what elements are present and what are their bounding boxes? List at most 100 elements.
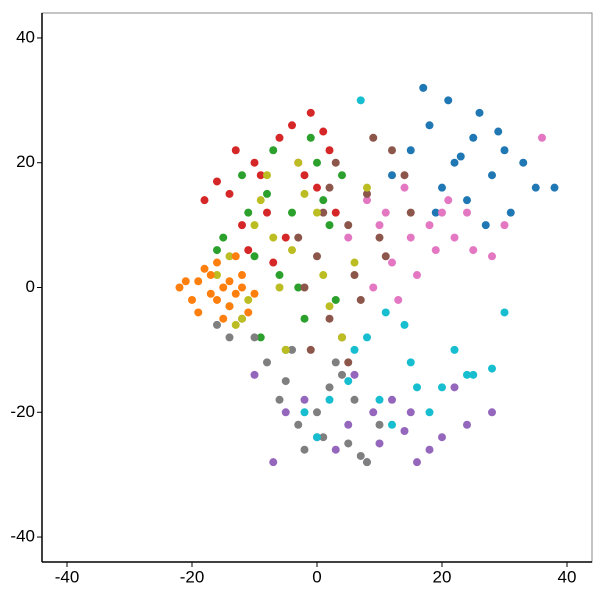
point (244, 308, 253, 317)
x-tick-label: 20 (433, 567, 452, 586)
y-tick-label: -20 (10, 402, 35, 421)
point (375, 221, 384, 230)
point (213, 258, 221, 267)
point (275, 395, 284, 404)
point (425, 445, 434, 454)
point (325, 183, 334, 192)
point (319, 127, 328, 136)
point (300, 445, 309, 454)
point (444, 96, 453, 105)
point (213, 246, 221, 255)
point (294, 420, 303, 429)
point (325, 302, 334, 311)
point (488, 171, 496, 180)
point (206, 271, 215, 280)
point (250, 252, 259, 261)
point (269, 458, 278, 467)
point (313, 183, 321, 192)
point (325, 314, 334, 323)
point (406, 146, 415, 155)
point (288, 208, 296, 217)
point (356, 451, 365, 460)
point (444, 196, 453, 205)
point (363, 333, 371, 342)
point (381, 208, 390, 217)
point (506, 208, 515, 217)
point (275, 133, 284, 142)
point (425, 408, 434, 417)
point (369, 408, 378, 417)
point (344, 358, 353, 367)
point (319, 433, 328, 442)
point (388, 420, 396, 429)
point (425, 221, 434, 230)
x-tick-label: 0 (312, 567, 321, 586)
point (263, 189, 271, 198)
point (500, 146, 509, 155)
point (369, 283, 378, 292)
point (400, 183, 409, 192)
point (313, 433, 321, 442)
point (281, 233, 290, 242)
point (388, 258, 396, 267)
point (213, 271, 221, 280)
point (338, 370, 346, 379)
point (256, 333, 265, 342)
point (350, 370, 359, 379)
point (456, 152, 465, 161)
x-tick-label: -20 (180, 567, 205, 586)
point (413, 458, 421, 467)
point (450, 233, 459, 242)
point (263, 171, 271, 180)
point (225, 302, 234, 311)
point (388, 146, 396, 155)
point (375, 420, 384, 429)
point (363, 189, 371, 198)
point (475, 108, 484, 117)
point (250, 221, 259, 230)
point (463, 196, 471, 205)
point (313, 252, 321, 261)
point (413, 383, 421, 392)
point (294, 283, 303, 292)
point (200, 264, 209, 273)
point (306, 108, 315, 117)
y-tick-label: -40 (10, 527, 35, 546)
x-tick-label: -40 (55, 567, 80, 586)
y-tick-label: 20 (16, 152, 35, 171)
point (231, 320, 240, 329)
point (375, 233, 384, 242)
point (419, 83, 428, 92)
point (363, 183, 371, 192)
point (406, 233, 415, 242)
point (331, 358, 340, 367)
point (306, 133, 315, 142)
point (225, 189, 234, 198)
point (463, 370, 471, 379)
point (344, 439, 353, 448)
point (331, 445, 340, 454)
point (250, 370, 259, 379)
point (225, 252, 234, 261)
point (288, 246, 296, 255)
point (213, 177, 221, 186)
point (400, 320, 409, 329)
point (463, 208, 471, 217)
point (438, 183, 446, 192)
point (313, 208, 321, 217)
point (356, 96, 365, 105)
point (500, 308, 509, 317)
point (244, 208, 253, 217)
point (269, 233, 278, 242)
point (225, 333, 234, 342)
point (325, 221, 334, 230)
point (438, 433, 446, 442)
point (356, 295, 365, 304)
point (325, 146, 334, 155)
point (238, 314, 246, 323)
point (238, 221, 246, 230)
point (231, 289, 240, 298)
point (269, 146, 278, 155)
point (231, 146, 240, 155)
point (181, 277, 190, 286)
